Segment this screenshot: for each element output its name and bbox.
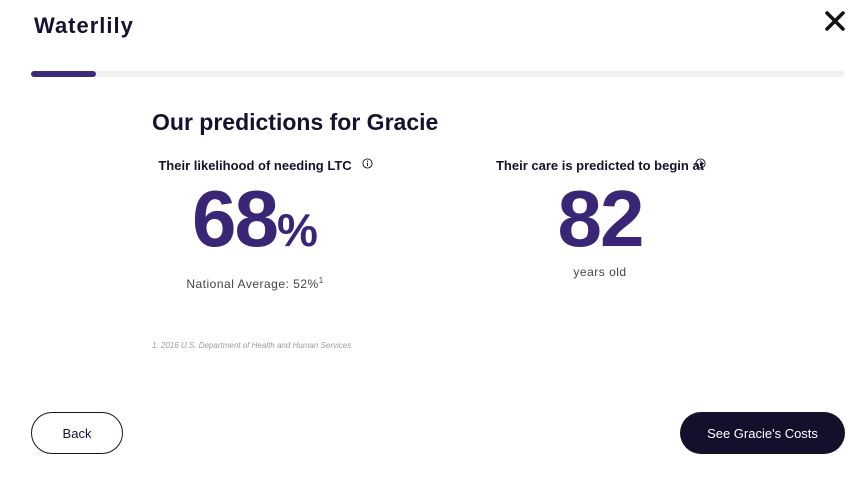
care-age-info-icon[interactable] (695, 158, 706, 169)
see-costs-button[interactable]: See Gracie's Costs (680, 412, 845, 454)
footnote: 1. 2016 U.S. Department of Health and Hu… (152, 341, 352, 350)
likelihood-unit: % (277, 204, 318, 256)
page-title: Our predictions for Gracie (152, 109, 439, 135)
likelihood-value: 68% (150, 179, 360, 270)
likelihood-label: Their likelihood of needing LTC (158, 158, 352, 173)
progress-bar-fill (31, 71, 97, 77)
care-age-stat: Their care is predicted to begin at 82 y… (490, 158, 710, 279)
back-button[interactable]: Back (31, 412, 123, 454)
footnote-marker: 1 (318, 276, 324, 285)
close-icon[interactable] (822, 8, 848, 34)
waterlily-logo[interactable]: Waterlily (34, 13, 134, 38)
progress-bar (31, 71, 845, 77)
likelihood-stat: Their likelihood of needing LTC 68% Nati… (150, 158, 373, 291)
likelihood-number: 68 (192, 174, 279, 263)
care-age-sub: years old (573, 265, 627, 279)
care-age-value: 82 (557, 174, 645, 263)
national-average-text: National Average: 52% (186, 277, 319, 291)
national-average: National Average: 52%1 (150, 276, 360, 291)
likelihood-info-icon[interactable] (362, 158, 373, 169)
care-age-label: Their care is predicted to begin at (495, 158, 705, 173)
